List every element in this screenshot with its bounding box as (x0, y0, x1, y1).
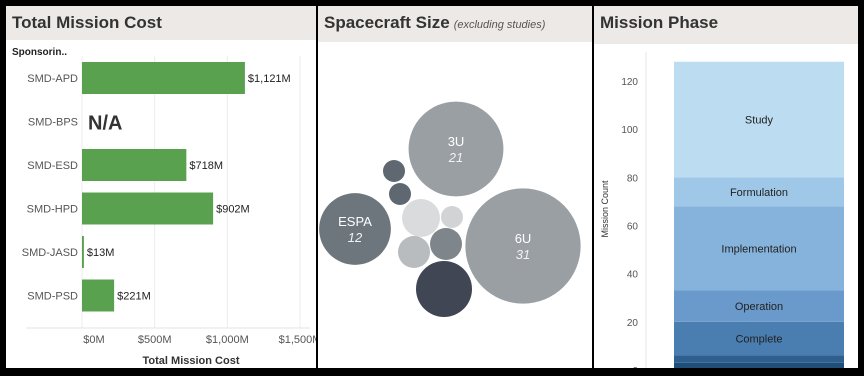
small-bubble (389, 183, 411, 205)
total-mission-cost-chart: Sponsorin.. $0M $500M $1,000M $1,500M Total M… (12, 47, 316, 367)
phase-segment (674, 177, 844, 207)
mission-phase-header: Mission Phase (594, 6, 858, 44)
cost-bar (82, 62, 245, 94)
bubble-6u (465, 188, 581, 304)
small-bubble (398, 236, 430, 268)
spacecraft-size-title-text: Spacecraft Size (324, 13, 450, 32)
y-tick-label: 40 (627, 270, 639, 281)
phase-segment (674, 61, 844, 178)
x-tick-label: $0M (83, 334, 104, 346)
spacecraft-size-header: Spacecraft Size (excluding studies) (318, 6, 592, 42)
category-label: SMD-PSD (27, 291, 78, 303)
phase-label: Formulation (730, 187, 788, 199)
bar-value-label: $13M (87, 247, 115, 259)
spacecraft-size-subtitle: (excluding studies) (453, 19, 546, 31)
small-bubble (416, 261, 472, 317)
bar-value-label: $1,121M (248, 73, 291, 85)
mission-phase-panel: Mission Phase Mission Count 0 20 40 60 80 100 1… (594, 6, 858, 368)
small-bubble (441, 206, 463, 228)
total-mission-cost-header: Total Mission Cost (6, 6, 316, 40)
category-label: SMD-APD (27, 73, 78, 85)
cost-bar (82, 149, 187, 181)
na-label: N/A (88, 113, 122, 135)
phase-label: Operation (735, 301, 783, 313)
phase-label: Study (745, 115, 774, 127)
bar-value-label: $902M (216, 204, 250, 216)
phase-segment (674, 290, 844, 322)
bubble-value: 31 (516, 247, 530, 262)
bubble-3u (408, 101, 504, 197)
bubble-value: 12 (348, 230, 363, 245)
bubble-value: 21 (448, 150, 463, 165)
phase-label: Implementation (721, 243, 796, 255)
bubble-espa (319, 193, 391, 265)
category-label: SMD-ESD (27, 160, 78, 172)
x-tick-label: $1,000M (206, 334, 249, 346)
spacecraft-size-panel: Spacecraft Size (excluding studies) 3U 21 E… (318, 6, 592, 368)
total-mission-cost-title: Total Mission Cost (12, 13, 162, 32)
mission-phase-chart: Mission Count 0 20 40 60 80 100 120 Complete Oper… (600, 52, 844, 368)
category-label: SMD-JASD (22, 247, 78, 259)
row-header: Sponsorin.. (12, 47, 67, 58)
y-tick-label: 80 (627, 173, 639, 184)
small-bubble (430, 228, 462, 260)
small-bubble (402, 199, 440, 237)
x-axis-label: Total Mission Cost (143, 355, 240, 367)
cost-bar (82, 236, 84, 268)
x-tick-label: $1,500M (279, 334, 316, 346)
y-tick-label: 20 (627, 318, 639, 329)
bar-value-label: $718M (189, 160, 223, 172)
y-tick-label: 120 (621, 77, 638, 88)
y-tick-label: 0 (632, 366, 638, 368)
phase-label: Complete (735, 334, 782, 346)
cost-bar (82, 279, 115, 312)
phase-segment (674, 355, 844, 363)
small-bubble (383, 160, 405, 182)
category-label: SMD-BPS (28, 117, 78, 129)
phase-segment (674, 362, 844, 368)
bubble-label: ESPA (338, 214, 372, 229)
y-axis-label: Mission Count (600, 180, 610, 238)
bar-value-label: $221M (117, 291, 151, 303)
category-label: SMD-HPD (27, 204, 78, 216)
spacecraft-size-title: Spacecraft Size (excluding studies) (324, 13, 545, 33)
bubble-label: 6U (515, 231, 532, 246)
y-tick-label: 60 (627, 222, 639, 233)
y-tick-label: 100 (621, 125, 638, 136)
mission-phase-title: Mission Phase (600, 13, 719, 32)
x-tick-label: $500M (138, 334, 172, 346)
total-mission-cost-panel: Total Mission Cost Sponsorin.. $0M $500M $1… (6, 6, 316, 368)
phase-segment (674, 206, 844, 291)
bubble-label: 3U (448, 134, 465, 149)
cost-bar (82, 192, 214, 225)
phase-segment (674, 321, 844, 356)
